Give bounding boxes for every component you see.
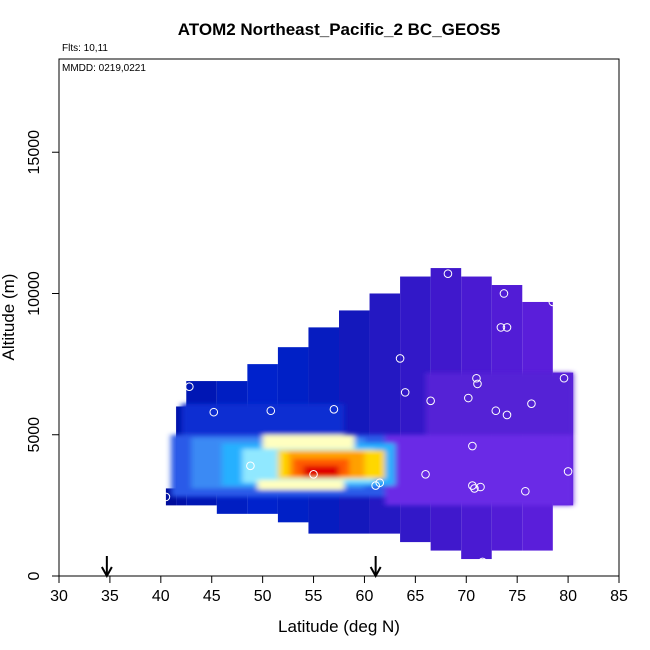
y-tick-label: 10000 bbox=[26, 271, 43, 316]
observation-point bbox=[443, 269, 453, 279]
x-tick-label: 35 bbox=[101, 588, 119, 605]
observation-point bbox=[400, 388, 410, 397]
observation-point bbox=[375, 478, 385, 488]
observation-point bbox=[527, 399, 536, 408]
observation-point bbox=[309, 469, 318, 479]
heatmap-band bbox=[303, 465, 339, 478]
flights-label: Flts: 10,11 bbox=[62, 43, 108, 54]
x-tick-label: 55 bbox=[305, 588, 323, 605]
heatmap-band bbox=[262, 434, 355, 449]
observation-point bbox=[521, 486, 530, 496]
observation-point bbox=[473, 379, 482, 389]
observation-point bbox=[161, 492, 171, 502]
mmdd-label: MMDD: 0219,0221 bbox=[62, 63, 146, 74]
x-axis-label: Latitude (deg N) bbox=[278, 617, 400, 636]
plot-frame bbox=[58, 58, 620, 577]
observation-point bbox=[496, 323, 506, 332]
x-tick-label: 30 bbox=[50, 588, 68, 605]
observation-point bbox=[548, 297, 558, 307]
observation-point bbox=[468, 481, 477, 490]
observation-point bbox=[395, 354, 405, 363]
observation-point bbox=[468, 441, 477, 451]
x-tick-label: 60 bbox=[356, 588, 374, 605]
x-tick-label: 75 bbox=[508, 588, 526, 605]
heatmap-band bbox=[384, 434, 574, 506]
x-tick-label: 40 bbox=[152, 588, 170, 605]
down-arrow-icon bbox=[369, 566, 382, 579]
observation-point bbox=[421, 469, 430, 479]
x-tick-label: 85 bbox=[610, 588, 628, 605]
observation-point bbox=[559, 373, 569, 383]
observation-point bbox=[209, 407, 219, 417]
observation-point bbox=[478, 557, 487, 567]
observation-point bbox=[464, 393, 473, 403]
observation-point bbox=[491, 406, 501, 416]
y-tick-label: 15000 bbox=[26, 130, 43, 175]
down-arrow-icon bbox=[100, 566, 113, 579]
y-tick-label: 0 bbox=[26, 571, 43, 580]
observation-point bbox=[246, 461, 255, 471]
observation-point bbox=[185, 382, 194, 392]
heatmap-band bbox=[181, 403, 345, 435]
x-tick-label: 65 bbox=[406, 588, 424, 605]
x-tick-label: 70 bbox=[457, 588, 475, 605]
x-tick-label: 50 bbox=[254, 588, 272, 605]
observation-point bbox=[266, 406, 276, 416]
observation-point bbox=[499, 289, 509, 298]
concentration-bands bbox=[171, 372, 574, 506]
chart-title: ATOM2 Northeast_Pacific_2 BC_GEOS5 bbox=[178, 20, 501, 39]
x-tick-label: 45 bbox=[203, 588, 221, 605]
observation-point bbox=[502, 410, 512, 420]
y-axis-label: Altitude (m) bbox=[0, 274, 18, 361]
observation-point bbox=[426, 396, 435, 406]
observation-point bbox=[563, 467, 573, 476]
observation-point bbox=[472, 373, 481, 383]
observation-point bbox=[470, 484, 479, 493]
y-tick-label: 5000 bbox=[26, 417, 43, 453]
observation-point bbox=[476, 482, 485, 492]
observation-point bbox=[502, 323, 512, 332]
heatmap-band bbox=[425, 372, 574, 435]
heatmap-band bbox=[257, 479, 345, 490]
observation-point bbox=[329, 405, 339, 414]
x-tick-label: 80 bbox=[559, 588, 577, 605]
